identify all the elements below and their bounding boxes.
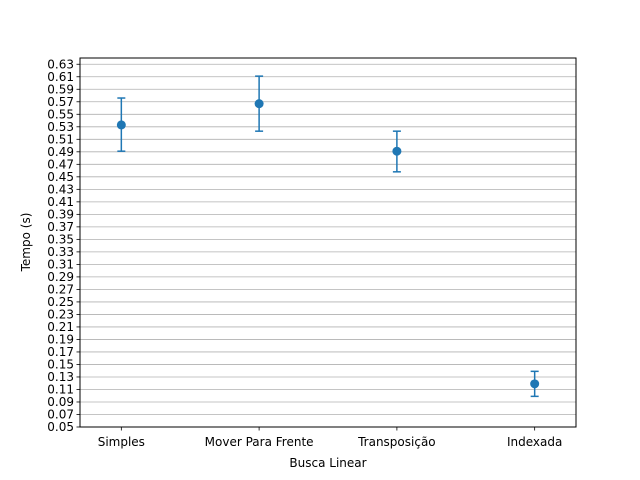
x-tick-label: Transposição — [357, 435, 436, 449]
x-tick-label: Indexada — [507, 435, 562, 449]
data-point — [392, 146, 402, 156]
y-tick-label: 0.31 — [47, 258, 74, 272]
y-tick-label: 0.33 — [47, 245, 74, 259]
y-axis-label: Tempo (s) — [19, 213, 33, 273]
y-tick-label: 0.61 — [47, 70, 74, 84]
y-tick-label: 0.55 — [47, 107, 74, 121]
data-point — [116, 120, 126, 130]
data-points — [116, 75, 540, 398]
y-tick-label: 0.47 — [47, 158, 74, 172]
y-tick-label: 0.63 — [47, 57, 74, 71]
y-axis-ticks: 0.050.070.090.110.130.150.170.190.210.23… — [47, 57, 80, 434]
y-tick-label: 0.23 — [47, 308, 74, 322]
y-tick-label: 0.19 — [47, 333, 74, 347]
grid-lines — [80, 63, 576, 428]
y-tick-label: 0.11 — [47, 383, 74, 397]
y-tick-label: 0.43 — [47, 183, 74, 197]
y-tick-label: 0.51 — [47, 133, 74, 147]
y-tick-label: 0.35 — [47, 233, 74, 247]
y-tick-label: 0.29 — [47, 270, 74, 284]
y-tick-label: 0.45 — [47, 170, 74, 184]
y-tick-label: 0.39 — [47, 208, 74, 222]
x-tick-label: Mover Para Frente — [205, 435, 314, 449]
y-tick-label: 0.13 — [47, 370, 74, 384]
y-tick-label: 0.05 — [47, 420, 74, 434]
y-tick-label: 0.25 — [47, 295, 74, 309]
y-tick-label: 0.53 — [47, 120, 74, 134]
y-tick-label: 0.21 — [47, 320, 74, 334]
y-tick-label: 0.41 — [47, 195, 74, 209]
y-tick-label: 0.59 — [47, 82, 74, 96]
y-tick-label: 0.27 — [47, 283, 74, 297]
y-tick-label: 0.09 — [47, 395, 74, 409]
plot-area-frame — [79, 57, 577, 428]
y-tick-label: 0.49 — [47, 145, 74, 159]
x-axis-label: Busca Linear — [289, 456, 366, 470]
x-tick-label: Simples — [98, 435, 145, 449]
x-axis-ticks: Simples Mover Para Frente Transposição Inde… — [98, 427, 562, 449]
y-tick-label: 0.07 — [47, 408, 74, 422]
data-point — [530, 379, 540, 389]
y-tick-label: 0.15 — [47, 358, 74, 372]
y-tick-label: 0.57 — [47, 95, 74, 109]
y-tick-label: 0.37 — [47, 220, 74, 234]
data-point — [254, 99, 264, 109]
y-tick-label: 0.17 — [47, 345, 74, 359]
